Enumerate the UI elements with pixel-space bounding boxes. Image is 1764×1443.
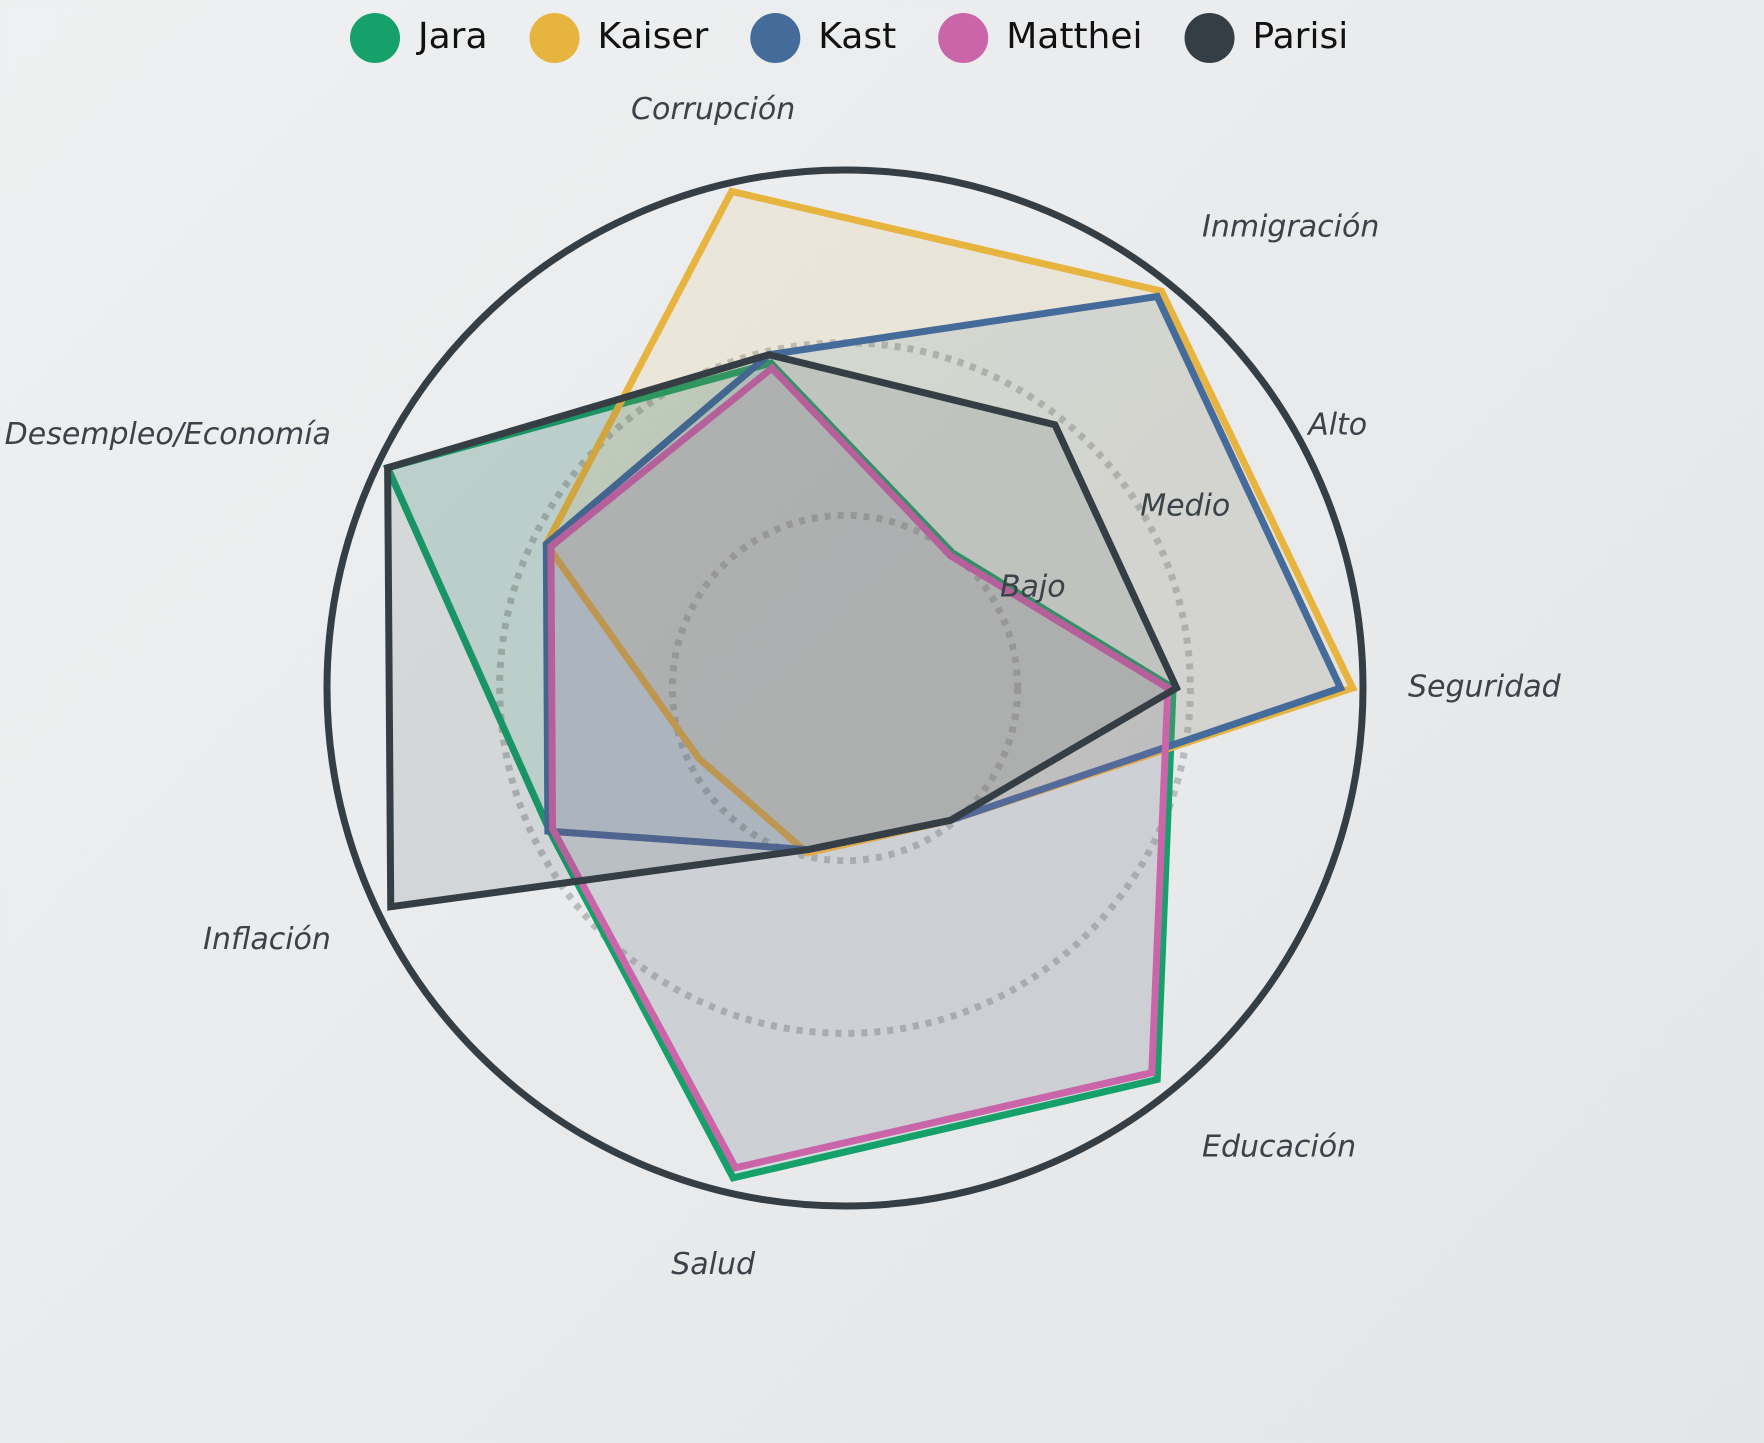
grid-ring	[323, 166, 1367, 1210]
legend-swatch	[750, 13, 801, 63]
radar-area	[384, 351, 1182, 911]
axis-label: Inflación	[203, 922, 331, 957]
axis-label: Inmigración	[1202, 209, 1379, 244]
legend-swatch	[1184, 13, 1235, 63]
axis-label: Corrupción	[631, 92, 795, 127]
legend-swatch	[938, 13, 989, 63]
ring-label: Medio	[1140, 489, 1230, 524]
axis-label: Seguridad	[1408, 670, 1562, 705]
ring-label: Alto	[1306, 408, 1367, 443]
grid-ring	[668, 511, 1022, 865]
legend-label: Jara	[416, 16, 488, 57]
legend-swatch	[350, 13, 400, 63]
legend-label: Kast	[818, 16, 896, 57]
legend-label: Matthei	[1006, 16, 1142, 57]
radar-area	[547, 363, 1172, 1172]
axis-label: Educación	[1202, 1130, 1356, 1165]
legend-label: Parisi	[1253, 16, 1349, 57]
legend-swatch	[529, 13, 580, 63]
axis-label: Desempleo/Economía	[5, 417, 331, 452]
legend-label: Kaiser	[598, 16, 709, 57]
axis-label: Salud	[671, 1247, 756, 1282]
ring-label: Bajo	[1000, 570, 1066, 605]
